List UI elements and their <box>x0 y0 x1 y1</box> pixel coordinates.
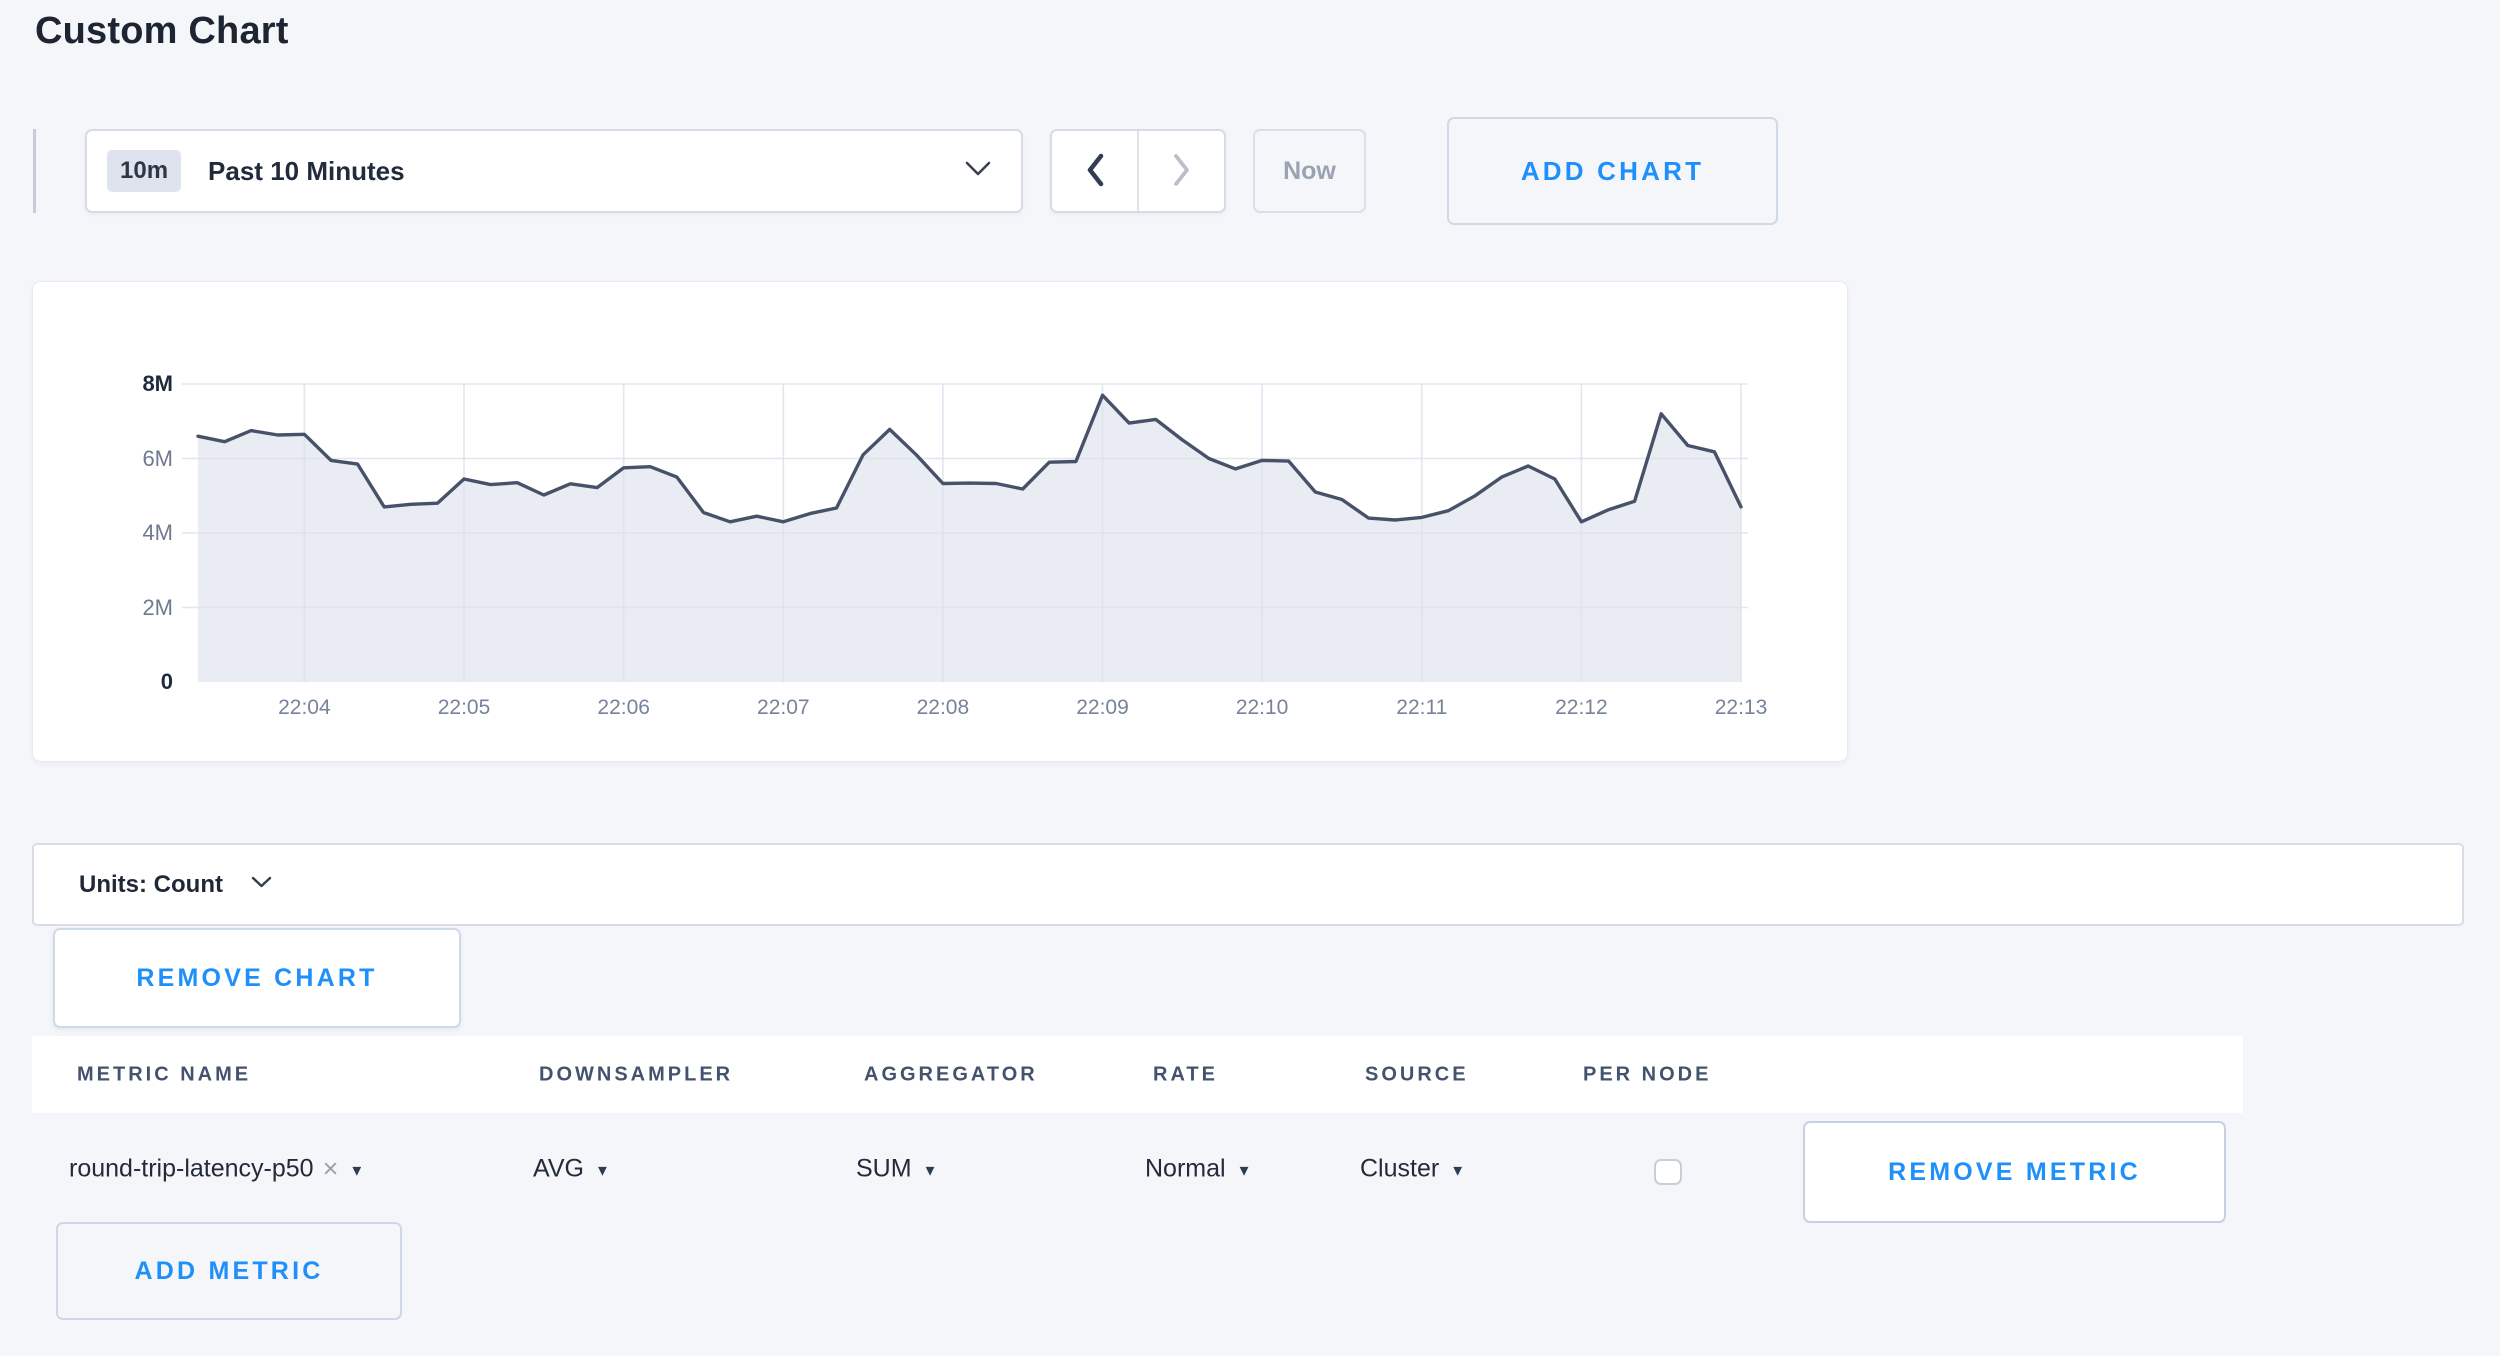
aggregator-value: SUM <box>856 1154 912 1183</box>
rate-dropdown[interactable]: Normal ▼ <box>1145 1155 1251 1184</box>
caret-down-icon: ▼ <box>1450 1162 1466 1179</box>
chevron-left-icon <box>1083 151 1107 192</box>
aggregator-dropdown[interactable]: SUM ▼ <box>856 1155 937 1184</box>
x-tick-label: 22:06 <box>597 696 650 719</box>
x-tick-label: 22:09 <box>1076 696 1129 719</box>
source-value: Cluster <box>1360 1154 1440 1183</box>
source-dropdown[interactable]: Cluster ▼ <box>1360 1155 1465 1184</box>
chevron-right-icon <box>1170 151 1194 192</box>
add-chart-button[interactable]: ADD CHART <box>1447 117 1778 225</box>
metric-name-dropdown[interactable]: round-trip-latency-p50 × ▼ <box>69 1155 364 1184</box>
x-tick-label: 22:05 <box>437 696 491 719</box>
downsampler-value: AVG <box>533 1154 584 1183</box>
units-label: Units: Count <box>79 870 223 898</box>
time-window-label: Past 10 Minutes <box>208 155 405 186</box>
column-header-metric-name: METRIC NAME <box>77 1063 252 1085</box>
remove-chart-button[interactable]: REMOVE CHART <box>53 928 461 1028</box>
x-tick-label: 22:04 <box>278 696 331 719</box>
column-header-rate: RATE <box>1153 1063 1218 1085</box>
add-metric-button[interactable]: ADD METRIC <box>56 1222 402 1320</box>
toolbar-left-rule <box>33 129 36 213</box>
y-tick-label: 4M <box>142 520 173 545</box>
y-tick-label: 0 <box>160 669 173 694</box>
x-tick-label: 22:10 <box>1235 696 1289 719</box>
caret-down-icon: ▼ <box>1236 1162 1252 1179</box>
time-pager <box>1050 129 1226 213</box>
column-header-per-node: PER NODE <box>1583 1063 1712 1085</box>
x-tick-label: 22:12 <box>1555 696 1608 719</box>
y-tick-label: 8M <box>142 371 173 396</box>
time-window-badge: 10m <box>107 150 182 192</box>
chart-plot-area[interactable] <box>182 383 1748 682</box>
y-tick-label: 2M <box>142 594 173 620</box>
timeseries-chart <box>182 383 1748 682</box>
column-header-downsampler: DOWNSAMPLER <box>539 1063 734 1085</box>
rate-value: Normal <box>1145 1154 1226 1183</box>
caret-down-icon: ▼ <box>594 1162 610 1179</box>
chevron-down-icon <box>965 161 991 182</box>
metric-name-value: round-trip-latency-p50 <box>69 1154 314 1183</box>
x-tick-label: 22:11 <box>1396 696 1448 719</box>
metric-table-row: round-trip-latency-p50 × ▼ AVG ▼ SUM ▼ N… <box>32 1113 2243 1225</box>
prev-time-button[interactable] <box>1052 131 1139 211</box>
x-axis-labels: 22:04 22:05 22:06 22:07 22:08 22:09 22:10 22:11… <box>196 696 1767 728</box>
x-tick-label: 22:07 <box>757 696 810 719</box>
y-axis-labels: 0 2M 4M 6M 8M <box>33 371 173 694</box>
next-time-button[interactable] <box>1139 131 1224 211</box>
per-node-checkbox[interactable] <box>1654 1159 1682 1185</box>
page-title: Custom Chart <box>35 10 289 52</box>
remove-tag-icon[interactable]: × <box>322 1153 339 1184</box>
units-selector[interactable]: Units: Count <box>32 843 2464 926</box>
now-button[interactable]: Now <box>1253 129 1366 213</box>
x-tick-label: 22:08 <box>916 696 970 719</box>
caret-down-icon: ▼ <box>349 1162 365 1179</box>
metric-table-header: METRIC NAME DOWNSAMPLER AGGREGATOR RATE … <box>32 1036 2243 1113</box>
x-tick-label: 22:13 <box>1714 696 1768 719</box>
caret-down-icon: ▼ <box>922 1162 938 1179</box>
column-header-aggregator: AGGREGATOR <box>864 1063 1038 1085</box>
y-tick-label: 6M <box>142 445 173 471</box>
column-header-source: SOURCE <box>1365 1063 1469 1085</box>
downsampler-dropdown[interactable]: AVG ▼ <box>533 1155 610 1184</box>
remove-metric-button[interactable]: REMOVE METRIC <box>1803 1121 2226 1223</box>
chevron-down-icon <box>251 876 272 894</box>
time-range-select[interactable]: 10m Past 10 Minutes <box>85 129 1023 213</box>
chart-card: 0 2M 4M 6M 8M 22:04 22:05 22:06 22:07 22:08 22:09… <box>32 281 1848 762</box>
